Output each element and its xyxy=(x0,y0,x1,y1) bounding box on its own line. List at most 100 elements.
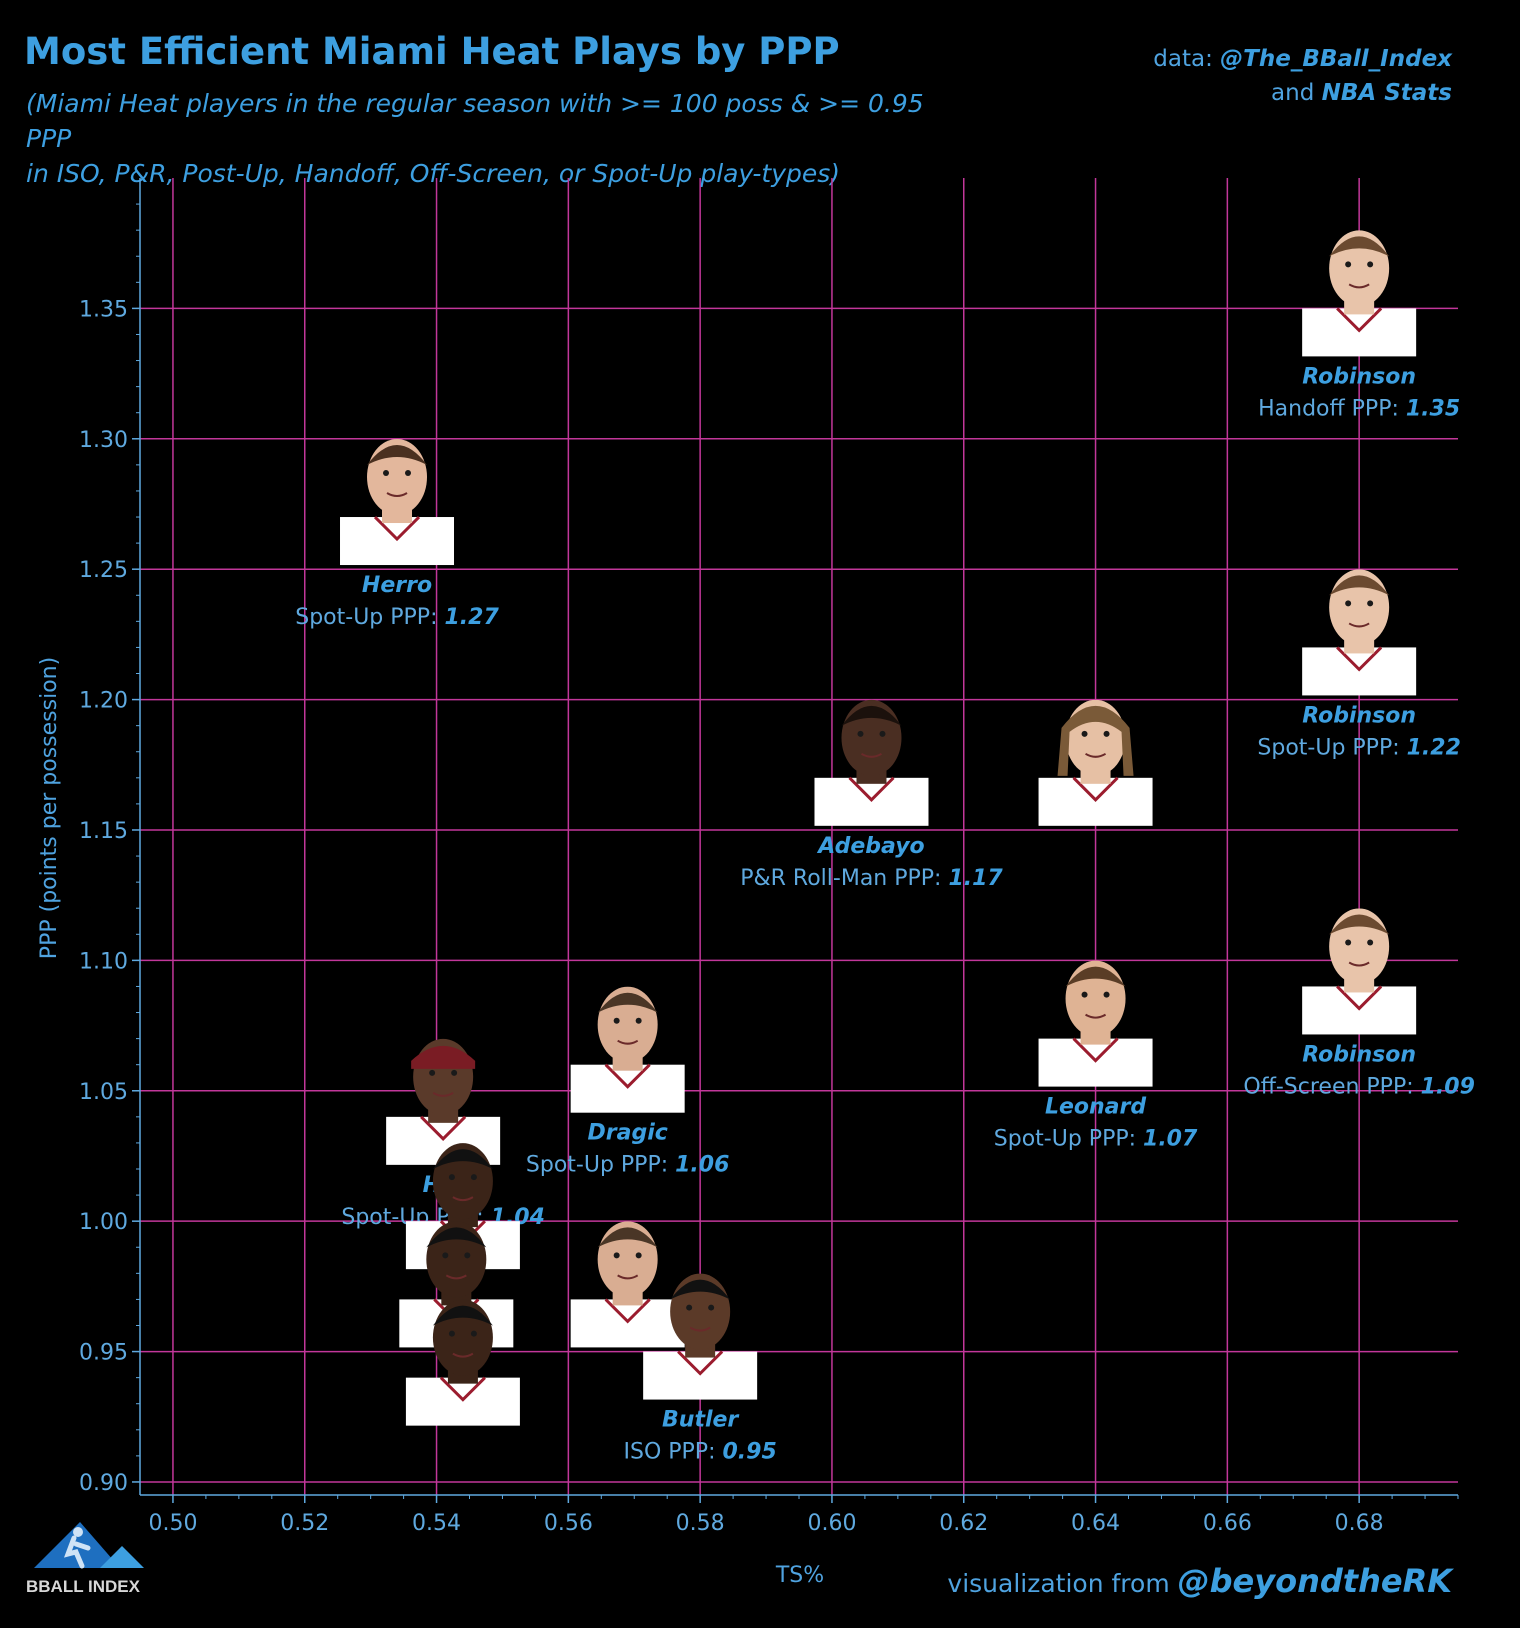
ppp-label-value: 1.27 xyxy=(444,605,499,630)
jersey-collar xyxy=(373,515,421,542)
ppp-label-value: 1.07 xyxy=(1143,1127,1198,1152)
logo-text: BBALL INDEX xyxy=(26,1577,141,1596)
eye xyxy=(405,470,412,477)
jersey-collar xyxy=(1336,307,1383,333)
ppp-label-prefix: Spot-Up PPP: xyxy=(526,1153,675,1178)
ppp-label: Off-Screen PPP: 1.09 xyxy=(1243,1074,1475,1099)
eye xyxy=(1345,939,1352,946)
ppp-label-prefix: Off-Screen PPP: xyxy=(1243,1074,1420,1099)
hair xyxy=(1057,705,1134,776)
point-layer: Robinson Handoff PPP: 1.35 Herro Spot-Up PP… xyxy=(295,230,1475,1465)
jersey-collar xyxy=(1072,1037,1119,1063)
mouth xyxy=(1348,283,1370,289)
jersey-collar xyxy=(1072,776,1119,802)
axis-layer: 0.50 0.52 0.54 0.56 0.58 0.60 0.62 0.64 0.66 0.68… xyxy=(79,178,1459,1536)
eye xyxy=(464,1252,471,1259)
player-headshot xyxy=(405,1299,520,1426)
ppp-label: Spot-Up PPP: 1.22 xyxy=(1257,735,1461,760)
mouth xyxy=(432,1091,454,1097)
ppp-label: Spot-Up PPP: 1.07 xyxy=(994,1127,1198,1152)
x-tick-label: 0.66 xyxy=(1203,1511,1252,1536)
ppp-label: Handoff PPP: 1.35 xyxy=(1258,396,1460,421)
x-axis-title: TS% xyxy=(775,1563,824,1588)
eye xyxy=(1367,600,1374,607)
eye xyxy=(708,1304,715,1311)
x-tick-label: 0.56 xyxy=(544,1511,593,1536)
jersey-collar xyxy=(1336,646,1383,672)
player-headshot xyxy=(399,1221,514,1348)
ppp-label: Spot-Up PPP: 1.06 xyxy=(526,1153,730,1178)
mouth xyxy=(860,752,883,758)
ppp-label-prefix: Handoff PPP: xyxy=(1258,396,1406,421)
hair xyxy=(1329,914,1390,935)
source-prefix: data: xyxy=(1153,46,1221,72)
player-headshot xyxy=(814,699,929,826)
jersey-collar xyxy=(848,776,895,802)
hair xyxy=(841,705,902,726)
ppp-label: ISO PPP: 0.95 xyxy=(624,1440,777,1465)
eye xyxy=(470,1330,477,1337)
player-headshot xyxy=(1038,699,1153,826)
mouth xyxy=(1348,622,1370,628)
player-name-label: Adebayo xyxy=(816,834,924,859)
eye xyxy=(429,1069,436,1076)
source-handle: @The_BBall_Index xyxy=(1220,46,1452,72)
mouth xyxy=(1085,752,1107,758)
ppp-label-prefix: Spot-Up PPP: xyxy=(994,1127,1143,1152)
y-tick-label: 1.25 xyxy=(79,558,128,583)
hair xyxy=(367,445,428,466)
player-headshot xyxy=(1038,960,1153,1087)
eye xyxy=(635,1017,642,1024)
y-tick-label: 1.20 xyxy=(79,689,128,714)
eye xyxy=(1081,730,1088,737)
hair xyxy=(432,1305,493,1326)
eye xyxy=(857,730,864,737)
eye xyxy=(442,1252,449,1259)
jersey-collar xyxy=(604,1298,651,1324)
player-headshot xyxy=(1302,230,1417,357)
chart-subtitle: (Miami Heat players in the regular seaso… xyxy=(26,86,966,191)
chart-title: Most Efficient Miami Heat Plays by PPP xyxy=(24,30,840,73)
source-and: and xyxy=(1271,80,1322,106)
ppp-label-value: 0.95 xyxy=(722,1440,776,1465)
x-tick-label: 0.54 xyxy=(412,1511,461,1536)
ppp-label-value: 1.22 xyxy=(1407,735,1461,760)
bball-index-logo: BBALL INDEX xyxy=(26,1522,144,1596)
hair xyxy=(670,1279,731,1300)
x-tick-label: 0.62 xyxy=(939,1511,988,1536)
mouth xyxy=(689,1326,711,1332)
mouth xyxy=(1085,1013,1107,1019)
headband xyxy=(411,1045,476,1069)
y-tick-label: 1.00 xyxy=(79,1210,128,1235)
eye xyxy=(448,1174,455,1181)
mouth xyxy=(386,492,408,498)
player-headshot xyxy=(570,1221,685,1348)
y-tick-label: 1.30 xyxy=(79,428,128,453)
player-name-label: Robinson xyxy=(1302,364,1416,389)
ppp-label-value: 1.17 xyxy=(948,866,1003,891)
player-headshot xyxy=(340,439,455,566)
mouth xyxy=(617,1274,639,1280)
jersey-collar xyxy=(420,1115,467,1141)
hair xyxy=(1329,575,1390,596)
ppp-label-value: 1.09 xyxy=(1421,1074,1475,1099)
x-tick-label: 0.58 xyxy=(676,1511,725,1536)
mouth xyxy=(1348,961,1370,967)
ppp-label: P&R Roll-Man PPP: 1.17 xyxy=(740,866,1003,891)
mouth xyxy=(452,1196,474,1202)
y-tick-label: 1.05 xyxy=(79,1080,128,1105)
credit-handle: @beyondtheRK xyxy=(1177,1562,1452,1600)
mouth xyxy=(617,1039,639,1045)
credit-prefix: visualization from xyxy=(947,1569,1178,1598)
y-axis-title: PPP (points per possession) xyxy=(37,657,62,959)
jersey-collar xyxy=(1336,985,1383,1011)
ppp-label-value: 1.06 xyxy=(675,1153,729,1178)
eye xyxy=(1367,261,1374,268)
hair xyxy=(597,1227,658,1248)
hair xyxy=(1329,236,1390,257)
jersey-collar xyxy=(439,1376,486,1402)
y-tick-label: 1.15 xyxy=(79,819,128,844)
subtitle-line-1: (Miami Heat players in the regular seaso… xyxy=(26,89,924,153)
x-tick-label: 0.50 xyxy=(148,1511,197,1536)
